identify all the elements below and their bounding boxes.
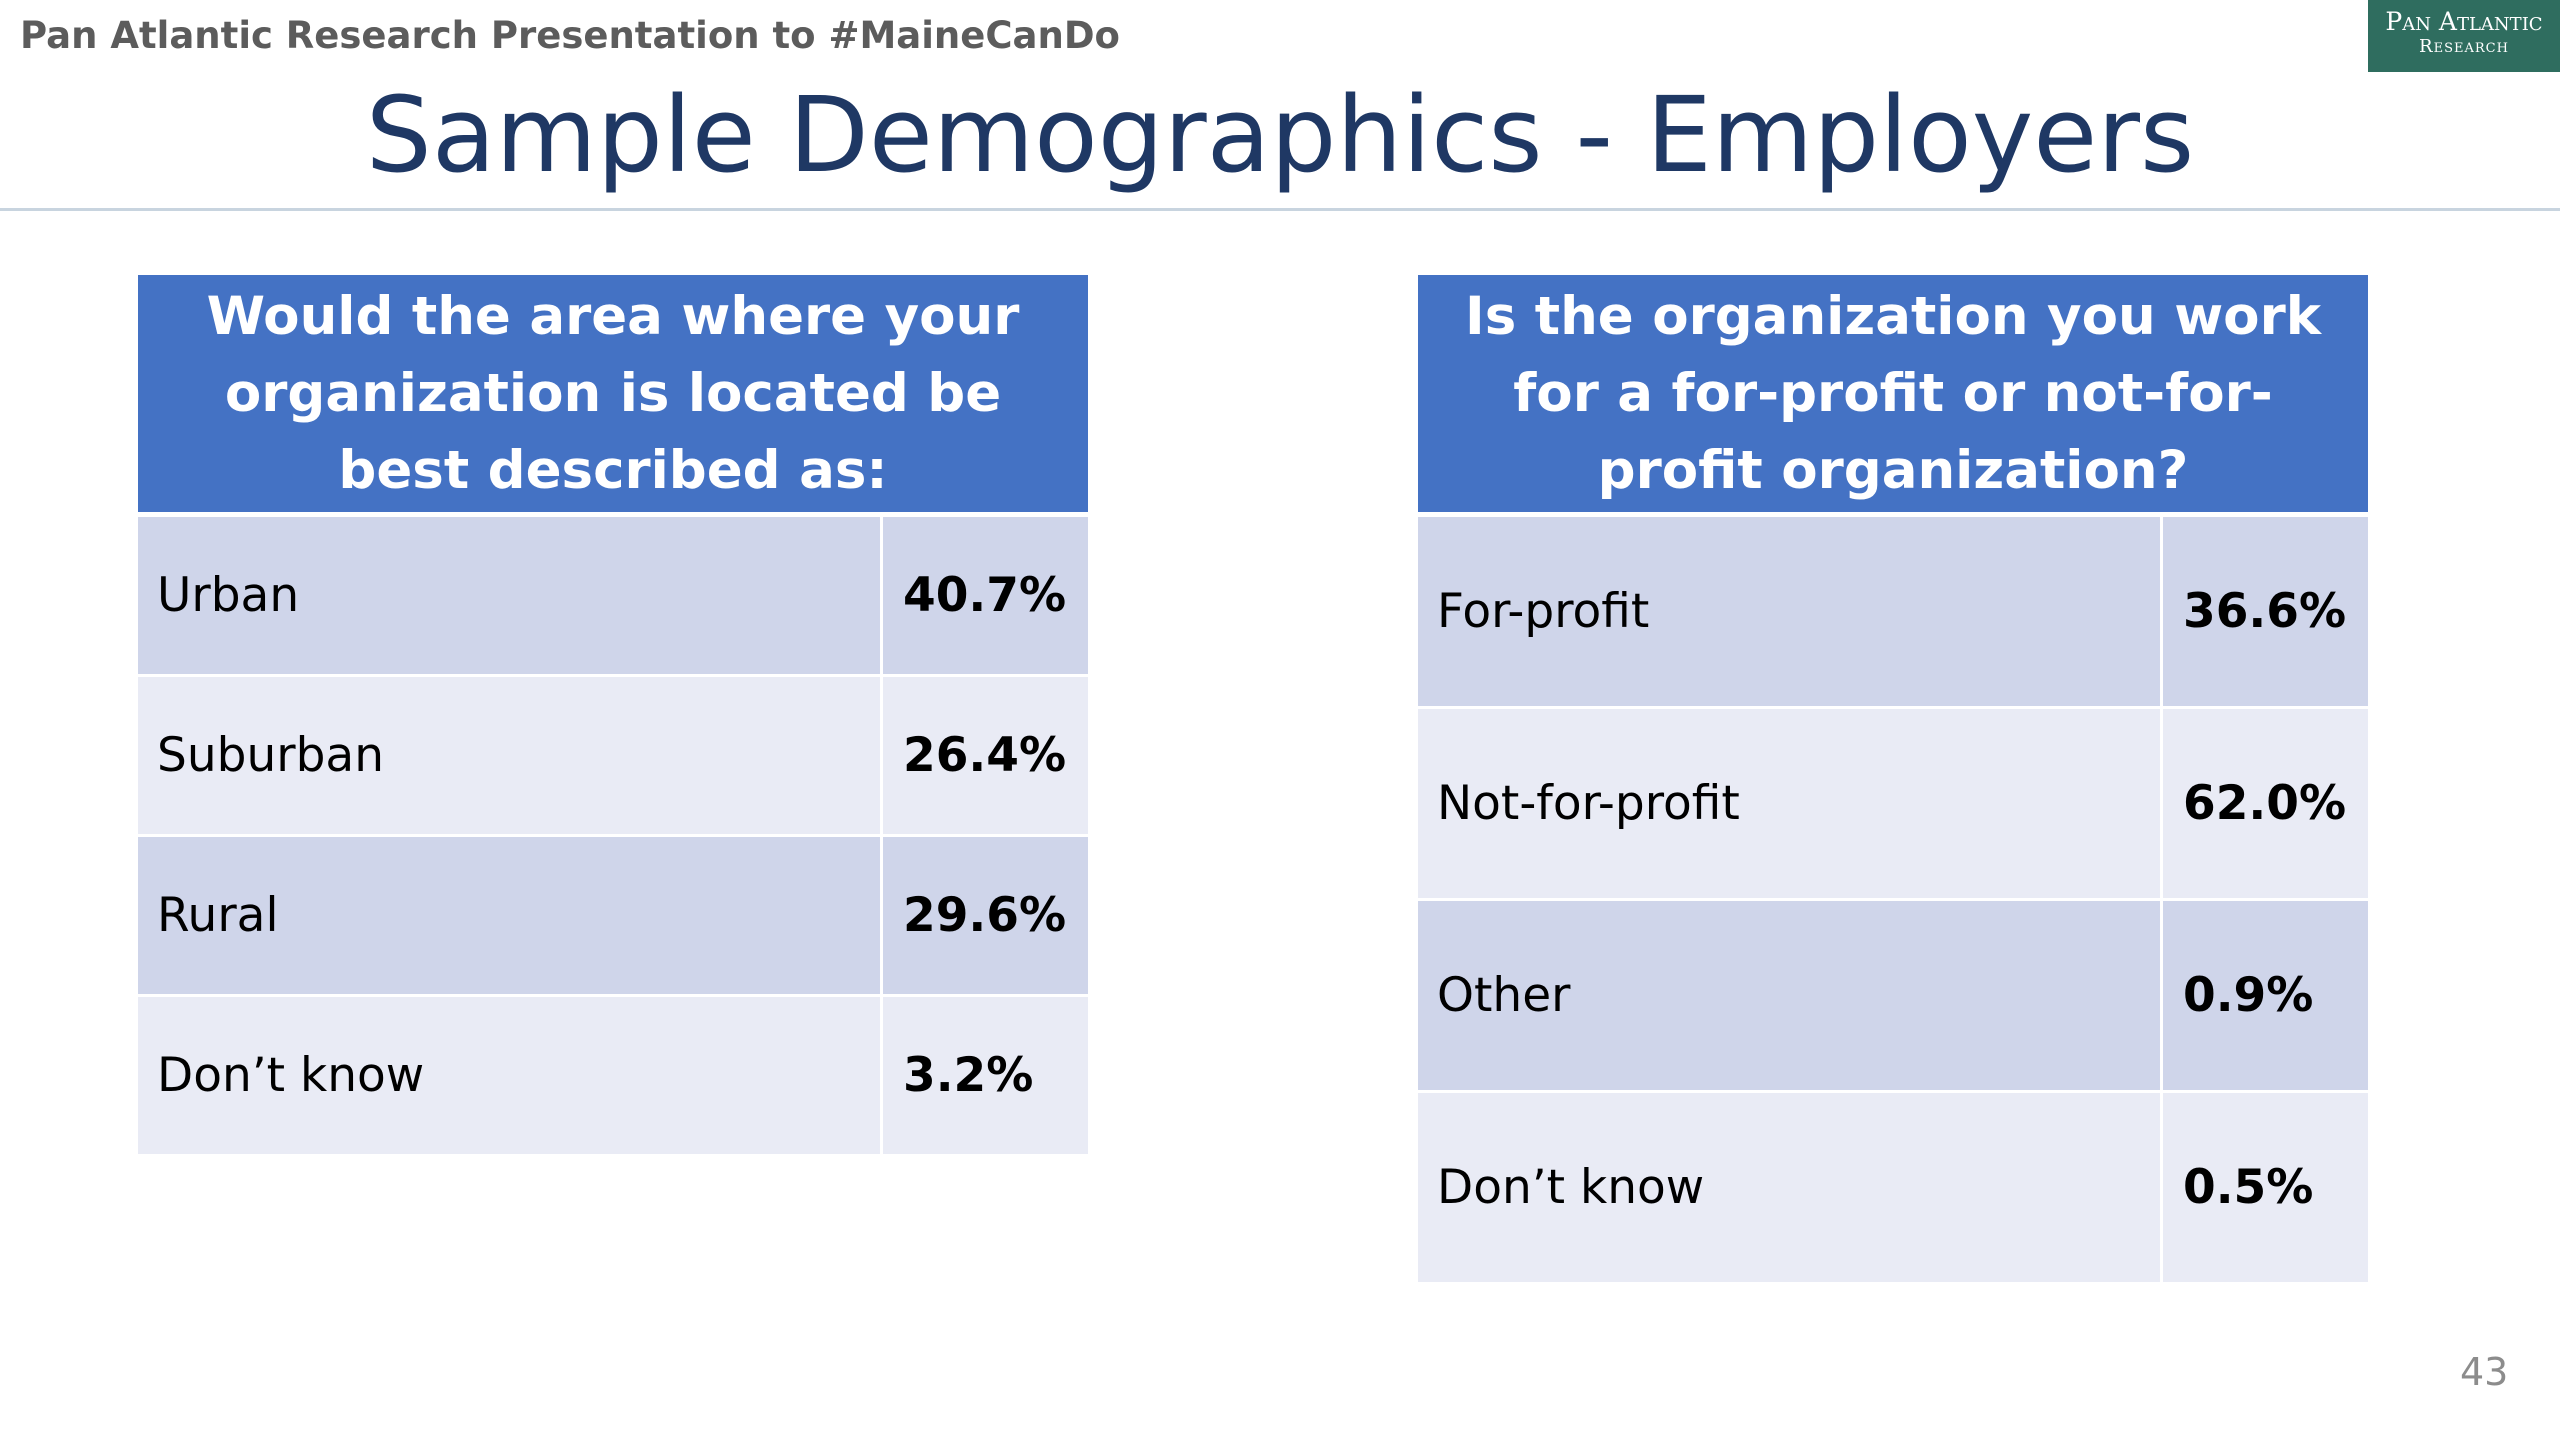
row-label: For-profit: [1418, 517, 2163, 706]
presentation-label: Pan Atlantic Research Presentation to #M…: [20, 14, 1120, 57]
row-label: Not-for-profit: [1418, 709, 2163, 898]
area-type-table: Would the area where your organization i…: [138, 275, 1088, 1157]
table-row: For-profit 36.6%: [1418, 517, 2368, 709]
table-row: Urban 40.7%: [138, 517, 1088, 677]
row-value: 3.2%: [903, 1048, 1034, 1103]
row-value: 40.7%: [903, 568, 1067, 623]
row-label: Rural: [138, 837, 883, 994]
title-divider: [0, 208, 2560, 211]
org-type-question: Is the organization you work for a for-p…: [1418, 275, 2368, 517]
row-label: Urban: [138, 517, 883, 674]
row-label: Other: [1418, 901, 2163, 1090]
table-row: Don’t know 0.5%: [1418, 1093, 2368, 1285]
page-title: Sample Demographics - Employers: [365, 74, 2195, 196]
row-value: 26.4%: [903, 728, 1067, 783]
table-row: Rural 29.6%: [138, 837, 1088, 997]
row-label: Suburban: [138, 677, 883, 834]
row-value: 29.6%: [903, 888, 1067, 943]
page-number: 43: [2460, 1350, 2509, 1394]
area-type-question: Would the area where your organization i…: [138, 275, 1088, 517]
table-row: Other 0.9%: [1418, 901, 2368, 1093]
logo-line-2: Research: [2419, 36, 2509, 57]
logo-line-1: Pan Atlantic: [2385, 7, 2543, 36]
row-value: 62.0%: [2183, 776, 2347, 831]
org-type-table: Is the organization you work for a for-p…: [1418, 275, 2368, 1285]
row-value: 0.5%: [2183, 1160, 2314, 1215]
pan-atlantic-logo: Pan Atlantic Research: [2368, 0, 2560, 72]
row-label: Don’t know: [138, 997, 883, 1154]
table-row: Not-for-profit 62.0%: [1418, 709, 2368, 901]
row-label: Don’t know: [1418, 1093, 2163, 1282]
table-row: Don’t know 3.2%: [138, 997, 1088, 1157]
row-value: 0.9%: [2183, 968, 2314, 1023]
row-value: 36.6%: [2183, 584, 2347, 639]
table-row: Suburban 26.4%: [138, 677, 1088, 837]
